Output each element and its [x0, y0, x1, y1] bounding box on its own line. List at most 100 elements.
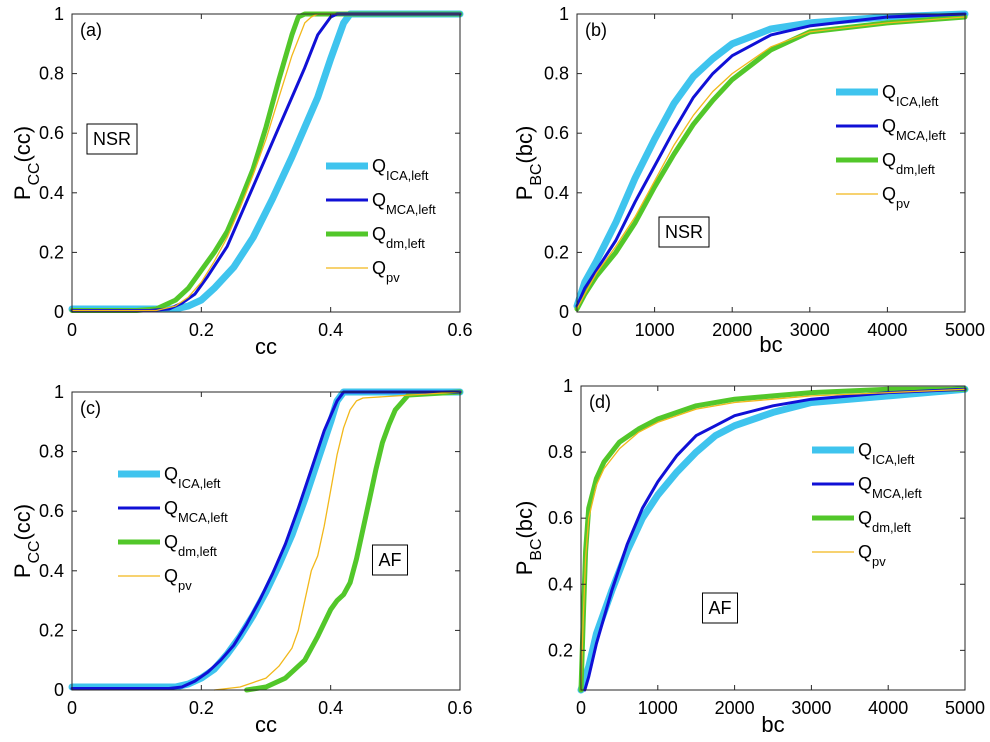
series-line-pv [213, 391, 461, 691]
x-tick-label: 4000 [867, 320, 907, 340]
x-axis-label: cc [255, 712, 277, 737]
x-tick-label: 0.6 [447, 698, 472, 718]
y-tick-label: 0 [559, 302, 569, 322]
x-tick-label: 0.4 [318, 320, 343, 340]
legend-entry-dm: Qdm,left [372, 224, 425, 251]
x-tick-label: 0 [67, 320, 77, 340]
y-tick-label: 0.8 [548, 442, 573, 462]
condition-label: NSR [93, 129, 131, 149]
axes-frame [576, 13, 966, 313]
x-tick-label: 3000 [791, 698, 831, 718]
series-line-ica [573, 10, 969, 310]
x-axis-label: bc [761, 712, 784, 737]
y-axis-label: PCC(cc) [10, 504, 43, 578]
condition-label-box [658, 216, 710, 248]
y-tick-label: 0.6 [548, 508, 573, 528]
panel-c: 0 0.2 0.4 0.6 0 0.2 0.4 0.6 0.8 1 cc PCC(cc) (c) AF QI… [10, 382, 473, 737]
y-tick-label: 0.2 [39, 242, 64, 262]
y-tick-label: 1 [54, 382, 64, 402]
legend-entry-dm: Qdm,left [164, 532, 217, 559]
legend-entry-dm: Qdm,left [882, 150, 935, 177]
y-tick-label: 0.8 [39, 442, 64, 462]
legend-entry-pv: Qpv [858, 542, 886, 569]
y-tick-label: 0.8 [544, 64, 569, 84]
legend-entry-pv: Qpv [372, 258, 400, 285]
panel-label: (b) [585, 20, 607, 40]
x-tick-label: 0.6 [447, 320, 472, 340]
axes-frame [71, 13, 461, 313]
y-tick-label: 0.8 [39, 64, 64, 84]
x-tick-label: 5000 [945, 698, 985, 718]
x-tick-label: 0 [572, 320, 582, 340]
condition-label-box [701, 592, 739, 624]
y-tick-label: 0.4 [39, 561, 64, 581]
x-tick-label: 0 [576, 698, 586, 718]
y-tick-label: 0 [54, 302, 64, 322]
legend-entry-mca: QMCA,left [372, 190, 436, 217]
plot-area [72, 14, 460, 312]
x-tick-label: 1000 [638, 698, 678, 718]
y-tick-label: 0.6 [39, 501, 64, 521]
y-axis-label-group: PCC(cc) [10, 504, 43, 578]
x-tick-label: 0.2 [189, 698, 214, 718]
y-tick-label: 1 [559, 4, 569, 24]
legend-entry-mca: QMCA,left [164, 498, 228, 525]
x-tick-label: 2000 [715, 698, 755, 718]
y-tick-label: 0 [54, 680, 64, 700]
legend-entry-mca: QMCA,left [882, 116, 946, 143]
series-line-ica [68, 10, 464, 313]
y-tick-label: 0.2 [39, 620, 64, 640]
condition-label: AF [708, 598, 731, 618]
series-line-mca [583, 387, 967, 692]
y-axis-label: PBC(bc) [512, 501, 545, 576]
x-axis-label: cc [255, 334, 277, 359]
x-axis-label: bc [759, 332, 782, 357]
series-line-ica [577, 385, 969, 694]
panel-b: 0 1000 2000 3000 4000 5000 0 0.2 0.4 0.6 0.8 1 bc PBC… [512, 4, 985, 357]
legend-entry-ica: QICA,left [372, 156, 429, 183]
y-axis-label-group: PCC(cc) [10, 126, 43, 200]
legend-entry-mca: QMCA,left [858, 474, 922, 501]
axes-frame [71, 391, 461, 691]
panel-d: 0 1000 2000 3000 4000 5000 0.2 0.4 0.6 0.8 1 bc PBC(… [512, 376, 985, 737]
y-tick-label: 0.2 [544, 242, 569, 262]
y-tick-label: 0.6 [39, 123, 64, 143]
x-tick-label: 5000 [945, 320, 985, 340]
y-tick-label: 1 [54, 4, 64, 24]
plot-area [581, 386, 965, 690]
series-line-pv [576, 16, 966, 310]
y-axis-label: PCC(cc) [10, 126, 43, 200]
panel-label: (d) [589, 392, 611, 412]
legend-entry-ica: QICA,left [882, 82, 939, 109]
y-tick-label: 0.4 [548, 574, 573, 594]
condition-label-box [86, 123, 138, 155]
condition-label: NSR [665, 222, 703, 242]
legend-entry-ica: QICA,left [858, 440, 915, 467]
x-tick-label: 2000 [712, 320, 752, 340]
panel-a: 0 0.2 0.4 0.6 0 0.2 0.4 0.6 0.8 1 cc PCC(cc) (a) NSR Q… [10, 4, 473, 359]
panel-label: (c) [80, 398, 101, 418]
series-line-mca [575, 12, 967, 308]
x-tick-label: 4000 [868, 698, 908, 718]
x-tick-label: 0.4 [318, 698, 343, 718]
series-line-mca [70, 390, 462, 690]
x-tick-label: 0.2 [189, 320, 214, 340]
x-tick-label: 1000 [635, 320, 675, 340]
y-axis-label-group: PBC(bc) [512, 501, 545, 576]
y-axis-label: PBC(bc) [512, 126, 545, 201]
condition-label-box [371, 544, 409, 576]
y-tick-label: 0.4 [544, 183, 569, 203]
y-axis-label-group: PBC(bc) [512, 126, 545, 201]
legend-entry-pv: Qpv [882, 184, 910, 211]
legend-entry-ica: QICA,left [164, 464, 221, 491]
y-tick-label: 0.6 [544, 123, 569, 143]
series-line-dm [69, 11, 463, 313]
axes-frame [580, 385, 966, 691]
series-line-dm [244, 389, 463, 693]
x-tick-label: 3000 [790, 320, 830, 340]
condition-label: AF [378, 550, 401, 570]
series-line-pv [71, 13, 461, 312]
panel-label: (a) [80, 20, 102, 40]
y-tick-label: 1 [563, 376, 573, 396]
